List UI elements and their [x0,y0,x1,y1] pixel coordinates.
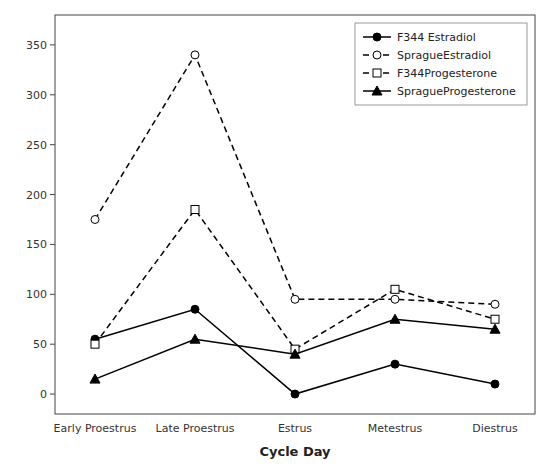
legend-box [355,23,527,105]
legend-marker [373,33,381,41]
series-line [95,309,495,394]
y-tick [50,394,55,395]
x-tick-label: Diestrus [472,422,518,435]
legend-marker [373,51,381,59]
data-point [491,315,499,323]
y-tick-label: 100 [26,288,47,301]
x-tick-label: Metestrus [368,422,423,435]
data-point [290,349,300,358]
data-point [391,285,399,293]
data-point [191,51,199,59]
data-point [390,314,400,323]
legend-label: SpragueEstradiol [397,49,491,62]
legend-marker [373,69,381,77]
y-tick [50,144,55,145]
data-point [491,300,499,308]
legend-label: F344 Estradiol [397,31,476,44]
data-point [391,295,399,303]
legend: F344 Estradiol SpragueEstradiol F344Proges… [355,23,527,105]
y-tick-label: 350 [26,39,47,52]
data-point [291,390,299,398]
y-tick-label: 0 [40,388,47,401]
data-point [291,295,299,303]
y-tick [50,94,55,95]
x-tick-label: Early Proestrus [54,422,137,435]
y-tick [50,294,55,295]
data-point [91,340,99,348]
series [91,206,499,354]
x-tick-label: Estrus [278,422,312,435]
y-tick [50,244,55,245]
data-point [190,334,200,343]
y-tick-label: 150 [26,238,47,251]
y-tick-label: 200 [26,189,47,202]
data-point [90,374,100,383]
y-tick [50,344,55,345]
y-tick-label: 250 [26,139,47,152]
series-line [95,210,495,350]
data-point [91,215,99,223]
chart-container: 0 50 100 150 200 250 300 350 Early Proestrus Late… [0,0,550,474]
legend-marker [372,86,382,95]
chart-svg: 0 50 100 150 200 250 300 350 Early Proestrus Late… [0,0,550,474]
data-point [191,206,199,214]
x-tick-label: Late Proestrus [156,422,235,435]
data-point [391,360,399,368]
data-point [490,324,500,333]
x-axis-label: Cycle Day [259,444,331,459]
plot-frame [55,15,535,414]
series [90,314,500,383]
series [91,305,499,398]
y-tick-label: 300 [26,89,47,102]
legend-label: SpragueProgesterone [397,85,516,98]
legend-label: F344Progesterone [397,67,497,80]
y-tick [50,44,55,45]
y-tick [50,194,55,195]
data-point [191,305,199,313]
data-point [491,380,499,388]
series-line [95,319,495,379]
y-tick-label: 50 [33,338,47,351]
